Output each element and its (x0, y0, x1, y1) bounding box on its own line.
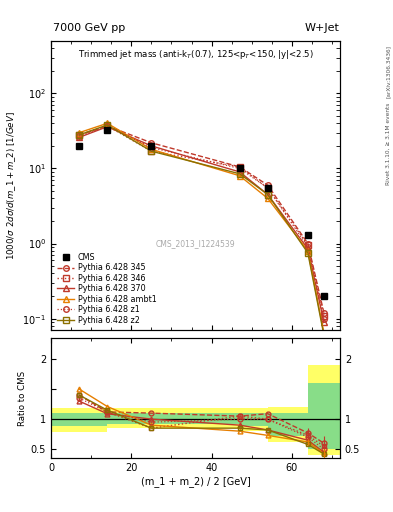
Pythia 6.428 ambt1 (237, 173, 242, 179)
Pythia 6.428 z1 (149, 144, 154, 151)
Pythia 6.428 345 (237, 164, 242, 170)
Pythia 6.428 345 (149, 140, 154, 146)
Pythia 6.428 ambt1 (305, 248, 310, 254)
CMS (105, 126, 110, 133)
CMS (237, 165, 242, 172)
Pythia 6.428 z1 (77, 133, 81, 139)
Pythia 6.428 370 (265, 191, 270, 198)
Pythia 6.428 346 (305, 242, 310, 248)
Y-axis label: $1000/\sigma\ 2d\sigma/d(m\_1 + m\_2)\ [1/GeV]$: $1000/\sigma\ 2d\sigma/d(m\_1 + m\_2)\ [… (6, 111, 18, 260)
Text: 7000 GeV pp: 7000 GeV pp (53, 23, 125, 33)
Pythia 6.428 346 (321, 312, 326, 318)
Pythia 6.428 370 (305, 246, 310, 252)
Line: Pythia 6.428 345: Pythia 6.428 345 (76, 123, 327, 315)
Pythia 6.428 z1 (305, 244, 310, 250)
CMS (77, 143, 81, 149)
Pythia 6.428 ambt1 (265, 195, 270, 201)
Pythia 6.428 ambt1 (105, 120, 110, 126)
Pythia 6.428 z2 (237, 170, 242, 177)
Pythia 6.428 ambt1 (77, 130, 81, 136)
Pythia 6.428 z1 (237, 165, 242, 172)
Line: Pythia 6.428 z2: Pythia 6.428 z2 (76, 122, 327, 338)
Pythia 6.428 346 (105, 123, 110, 129)
X-axis label: (m_1 + m_2) / 2 [GeV]: (m_1 + m_2) / 2 [GeV] (141, 476, 250, 487)
Pythia 6.428 345 (321, 310, 326, 316)
Pythia 6.428 z1 (265, 185, 270, 191)
Pythia 6.428 346 (237, 164, 242, 170)
CMS (321, 293, 326, 299)
Pythia 6.428 345 (265, 182, 270, 188)
Pythia 6.428 z2 (105, 122, 110, 128)
Pythia 6.428 370 (237, 169, 242, 175)
Line: Pythia 6.428 370: Pythia 6.428 370 (76, 124, 327, 325)
CMS (305, 232, 310, 238)
Pythia 6.428 z2 (149, 148, 154, 154)
Pythia 6.428 370 (77, 134, 81, 140)
Pythia 6.428 z2 (305, 250, 310, 256)
Y-axis label: Ratio to CMS: Ratio to CMS (18, 371, 27, 425)
Pythia 6.428 z1 (321, 315, 326, 322)
Line: CMS: CMS (76, 126, 327, 299)
Pythia 6.428 345 (77, 132, 81, 138)
Line: Pythia 6.428 z1: Pythia 6.428 z1 (76, 123, 327, 322)
Text: Trimmed jet mass (anti-k$_T$(0.7), 125<p$_T$<150, |y|<2.5): Trimmed jet mass (anti-k$_T$(0.7), 125<p… (77, 48, 314, 61)
Line: Pythia 6.428 ambt1: Pythia 6.428 ambt1 (76, 120, 327, 335)
Legend: CMS, Pythia 6.428 345, Pythia 6.428 346, Pythia 6.428 370, Pythia 6.428 ambt1, P: CMS, Pythia 6.428 345, Pythia 6.428 346,… (55, 251, 158, 326)
Pythia 6.428 345 (305, 241, 310, 247)
Pythia 6.428 346 (149, 148, 154, 154)
Text: W+Jet: W+Jet (305, 23, 340, 33)
Pythia 6.428 z2 (321, 332, 326, 338)
Text: [arXiv:1306.3436]: [arXiv:1306.3436] (386, 45, 391, 98)
Pythia 6.428 z1 (105, 123, 110, 129)
CMS (265, 185, 270, 191)
Pythia 6.428 345 (105, 123, 110, 129)
Text: CMS_2013_I1224539: CMS_2013_I1224539 (156, 239, 235, 248)
Text: Rivet 3.1.10, ≥ 3.1M events: Rivet 3.1.10, ≥ 3.1M events (386, 102, 391, 184)
Pythia 6.428 346 (77, 132, 81, 138)
Pythia 6.428 346 (265, 185, 270, 191)
Pythia 6.428 370 (321, 319, 326, 325)
Pythia 6.428 370 (105, 124, 110, 130)
Line: Pythia 6.428 346: Pythia 6.428 346 (76, 123, 327, 318)
Pythia 6.428 370 (149, 143, 154, 149)
Pythia 6.428 ambt1 (321, 330, 326, 336)
Pythia 6.428 ambt1 (149, 146, 154, 153)
Pythia 6.428 z2 (77, 132, 81, 138)
CMS (149, 143, 154, 149)
Pythia 6.428 z2 (265, 191, 270, 198)
